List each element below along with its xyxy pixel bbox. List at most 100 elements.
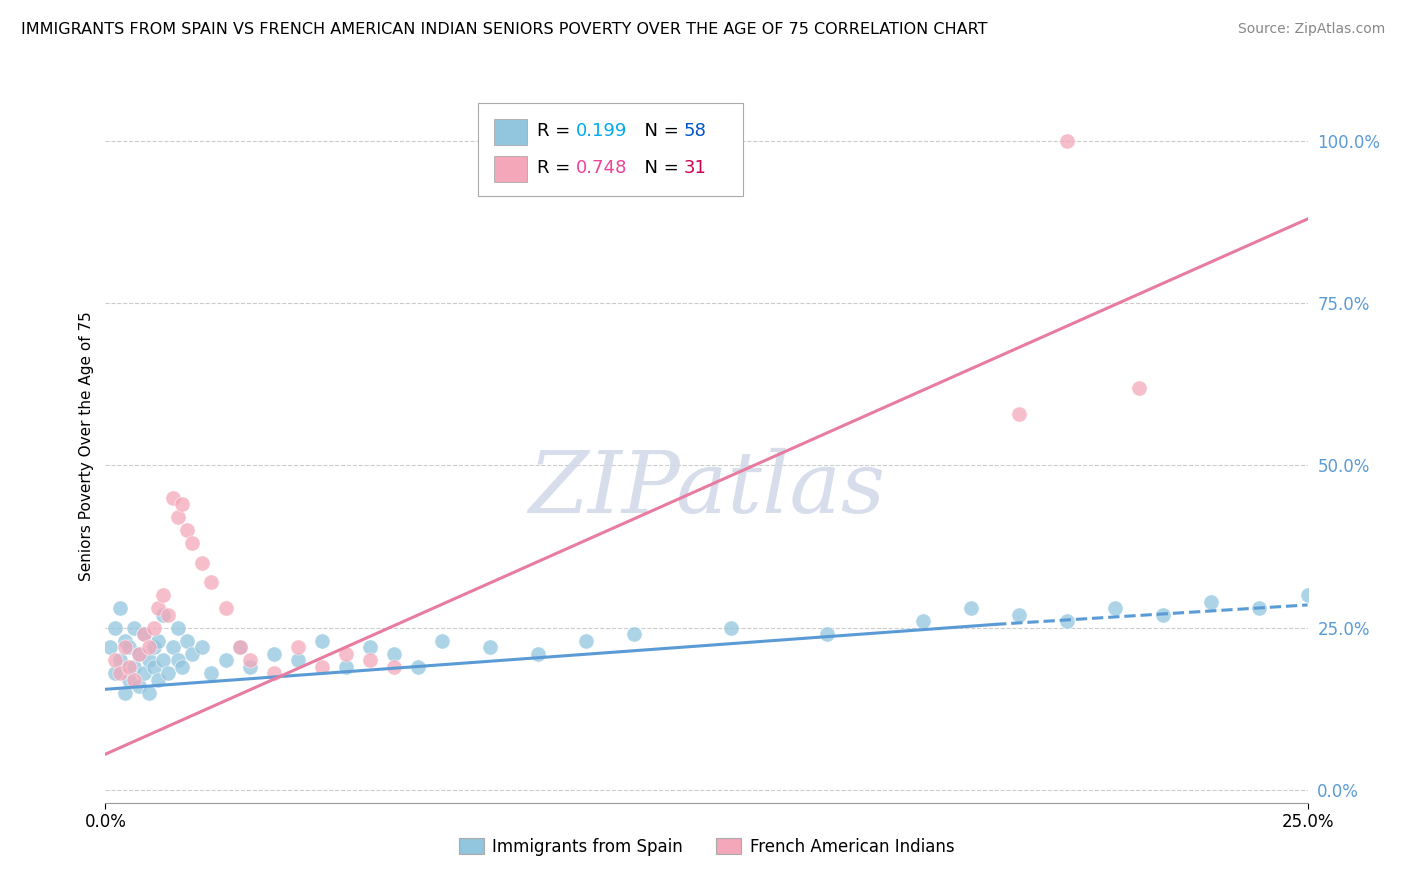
Point: [148, 673, 170, 687]
Point: [382, 659, 405, 673]
Point: [287, 640, 309, 654]
Point: [1296, 588, 1319, 602]
Point: [359, 640, 381, 654]
Text: 0.199: 0.199: [575, 121, 627, 139]
Text: N =: N =: [633, 121, 685, 139]
Point: [118, 640, 141, 654]
Point: [960, 601, 983, 615]
Point: [575, 633, 598, 648]
Point: [152, 588, 174, 602]
Point: [104, 621, 127, 635]
Point: [229, 640, 252, 654]
Point: [200, 666, 222, 681]
Point: [176, 633, 198, 648]
Point: [815, 627, 838, 641]
Point: [1104, 601, 1126, 615]
Point: [118, 673, 141, 687]
Point: [1008, 407, 1031, 421]
Point: [335, 647, 357, 661]
Point: [1056, 134, 1078, 148]
Point: [200, 575, 222, 590]
Point: [132, 627, 155, 641]
Point: [1249, 601, 1271, 615]
Point: [1008, 607, 1031, 622]
Text: 31: 31: [683, 159, 707, 177]
Point: [114, 685, 136, 699]
Point: [108, 653, 131, 667]
Point: [214, 601, 236, 615]
FancyBboxPatch shape: [494, 120, 527, 145]
Point: [1152, 607, 1174, 622]
Point: [108, 666, 131, 681]
Point: [623, 627, 645, 641]
Point: [108, 601, 131, 615]
Point: [142, 621, 165, 635]
Point: [166, 621, 188, 635]
Point: [132, 666, 155, 681]
Point: [148, 601, 170, 615]
Point: [406, 659, 429, 673]
Point: [479, 640, 502, 654]
Point: [124, 621, 146, 635]
Point: [239, 653, 262, 667]
Point: [138, 653, 160, 667]
Point: [142, 659, 165, 673]
Point: [152, 607, 174, 622]
FancyBboxPatch shape: [478, 103, 742, 196]
Text: Source: ZipAtlas.com: Source: ZipAtlas.com: [1237, 22, 1385, 37]
Point: [1201, 595, 1223, 609]
Point: [156, 607, 179, 622]
Point: [156, 666, 179, 681]
Point: [138, 640, 160, 654]
Point: [166, 653, 188, 667]
Point: [118, 659, 141, 673]
Text: ZIPatlas: ZIPatlas: [527, 448, 886, 530]
Point: [162, 640, 184, 654]
Point: [1128, 381, 1150, 395]
Point: [172, 659, 194, 673]
Point: [263, 647, 285, 661]
Point: [128, 647, 150, 661]
Point: [527, 647, 550, 661]
Point: [720, 621, 742, 635]
Point: [190, 556, 212, 570]
Point: [172, 497, 194, 511]
Point: [263, 666, 285, 681]
Text: N =: N =: [633, 159, 685, 177]
Text: 58: 58: [683, 121, 707, 139]
Point: [382, 647, 405, 661]
Point: [114, 640, 136, 654]
Point: [214, 653, 236, 667]
Point: [176, 524, 198, 538]
Legend: Immigrants from Spain, French American Indians: Immigrants from Spain, French American I…: [453, 831, 960, 863]
Point: [138, 685, 160, 699]
Point: [124, 659, 146, 673]
Y-axis label: Seniors Poverty Over the Age of 75: Seniors Poverty Over the Age of 75: [79, 311, 94, 581]
Point: [152, 653, 174, 667]
Point: [911, 614, 934, 628]
Point: [311, 659, 333, 673]
Point: [311, 633, 333, 648]
Point: [142, 640, 165, 654]
FancyBboxPatch shape: [494, 156, 527, 182]
Point: [229, 640, 252, 654]
Text: R =: R =: [537, 159, 576, 177]
Text: IMMIGRANTS FROM SPAIN VS FRENCH AMERICAN INDIAN SENIORS POVERTY OVER THE AGE OF : IMMIGRANTS FROM SPAIN VS FRENCH AMERICAN…: [21, 22, 987, 37]
Point: [114, 633, 136, 648]
Point: [181, 647, 204, 661]
Point: [359, 653, 381, 667]
Point: [166, 510, 188, 524]
Point: [181, 536, 204, 550]
Point: [287, 653, 309, 667]
Point: [1056, 614, 1078, 628]
Point: [98, 640, 121, 654]
Point: [128, 679, 150, 693]
Point: [148, 633, 170, 648]
Text: R =: R =: [537, 121, 576, 139]
Point: [128, 647, 150, 661]
Point: [335, 659, 357, 673]
Point: [190, 640, 212, 654]
Point: [430, 633, 453, 648]
Point: [162, 491, 184, 505]
Point: [104, 653, 127, 667]
